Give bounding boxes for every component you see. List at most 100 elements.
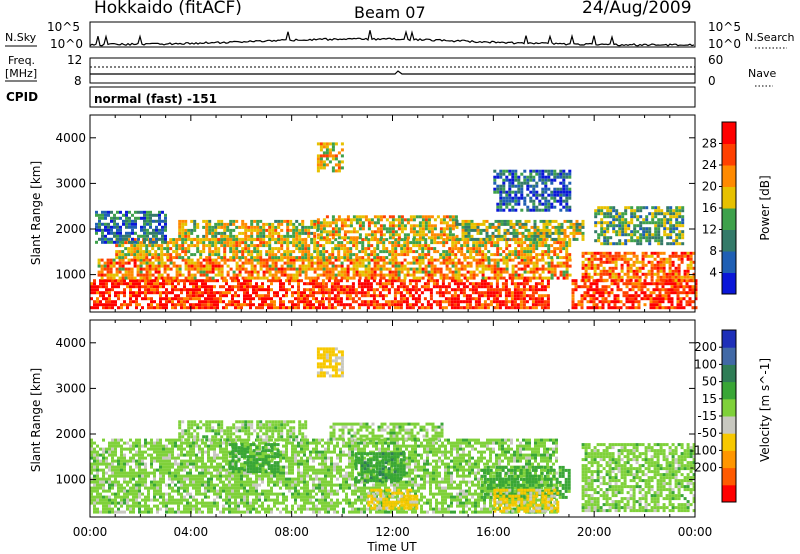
power-cell	[661, 297, 665, 301]
power-cell	[295, 241, 299, 245]
power-cell	[557, 234, 561, 238]
power-cell	[517, 199, 521, 203]
power-cell	[655, 288, 659, 292]
power-cell	[487, 261, 491, 265]
power-cell	[373, 253, 377, 257]
power-cell	[229, 228, 233, 232]
power-cell	[174, 303, 177, 307]
power-cell	[164, 234, 167, 238]
power-cell	[661, 294, 665, 298]
power-cell	[475, 253, 479, 257]
power-cell	[615, 224, 619, 228]
power-cell	[354, 291, 358, 295]
power-cell	[433, 238, 437, 242]
power-cell	[402, 279, 406, 283]
power-cell	[681, 224, 685, 228]
velocity-cell	[357, 441, 360, 445]
power-cell	[639, 236, 643, 240]
power-cell	[202, 247, 206, 251]
power-cell	[211, 267, 215, 271]
power-cell	[674, 251, 678, 255]
power-cell	[609, 215, 613, 219]
power-cell	[292, 225, 296, 229]
power-cell	[228, 291, 231, 295]
power-cell	[99, 300, 102, 304]
power-cell	[183, 285, 186, 289]
power-cell	[235, 250, 239, 254]
power-cell	[149, 210, 152, 214]
power-cell	[286, 244, 290, 248]
power-cell	[624, 221, 628, 225]
power-cell	[507, 306, 511, 310]
power-cell	[119, 237, 122, 241]
power-cell	[310, 276, 314, 280]
power-cell	[146, 231, 149, 235]
power-cell	[505, 178, 509, 182]
power-cell	[599, 257, 603, 261]
power-cell	[397, 224, 401, 228]
power-cell	[664, 297, 668, 301]
power-cell	[154, 270, 158, 274]
power-cell	[474, 297, 478, 301]
power-cell	[388, 221, 392, 225]
power-cell	[598, 288, 602, 292]
power-cell	[474, 288, 478, 292]
power-cell	[523, 241, 527, 245]
power-cell	[108, 303, 111, 307]
power-cell	[541, 250, 545, 254]
power-cell	[516, 297, 520, 301]
power-cell	[136, 247, 140, 251]
power-cell	[145, 253, 149, 257]
power-cell	[196, 238, 200, 242]
power-cell	[187, 270, 191, 274]
power-cell	[513, 285, 517, 289]
power-cell	[262, 231, 266, 235]
power-cell	[412, 230, 416, 234]
power-cell	[430, 215, 434, 219]
power-cell	[352, 241, 356, 245]
power-cell	[256, 231, 260, 235]
power-cell	[572, 225, 576, 229]
power-cell	[665, 260, 669, 264]
power-cell	[667, 291, 671, 295]
power-cell	[346, 258, 350, 262]
power-cell	[504, 285, 508, 289]
power-cell	[456, 282, 460, 286]
power-cell	[623, 260, 627, 264]
power-cell	[177, 279, 180, 283]
power-cell	[565, 256, 569, 260]
power-cell	[160, 276, 164, 280]
power-cell	[234, 303, 237, 307]
power-cell	[123, 294, 126, 298]
power-cell	[288, 288, 291, 292]
power-cell	[130, 250, 134, 254]
power-cell	[232, 256, 236, 260]
power-cell	[599, 260, 603, 264]
power-cell	[243, 297, 246, 301]
power-cell	[360, 291, 364, 295]
power-cell	[649, 291, 653, 295]
power-cell	[223, 222, 227, 226]
power-cell	[148, 273, 152, 277]
power-cell	[301, 219, 305, 223]
power-cell	[397, 261, 401, 265]
power-cell	[511, 184, 515, 188]
velocity-cell	[219, 438, 222, 442]
station-title: Hokkaido (fitACF)	[94, 0, 242, 18]
power-cell	[609, 212, 613, 216]
power-cell	[532, 256, 536, 260]
power-cell	[351, 285, 355, 289]
power-cell	[430, 236, 434, 240]
power-cell	[518, 225, 522, 229]
power-cell	[652, 297, 656, 301]
power-cell	[139, 261, 143, 265]
power-cell	[471, 291, 475, 295]
power-cell	[322, 264, 326, 268]
power-cell	[601, 306, 605, 310]
power-cell	[412, 238, 416, 242]
power-cell	[659, 251, 663, 255]
power-cell	[501, 300, 505, 304]
power-cell	[632, 251, 636, 255]
power-cell	[663, 218, 667, 222]
